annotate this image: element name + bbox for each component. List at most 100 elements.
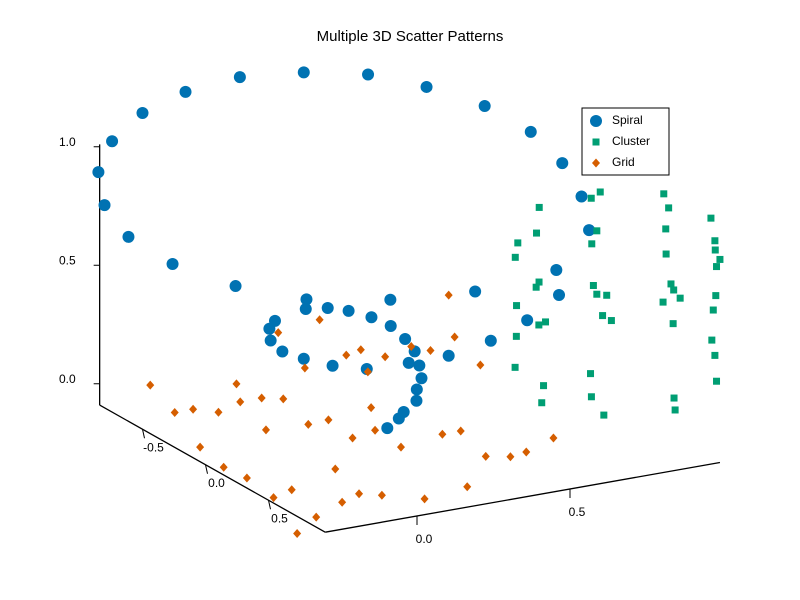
point [593, 227, 601, 235]
point [338, 497, 347, 507]
point [236, 397, 245, 407]
point [535, 278, 543, 286]
point [670, 394, 678, 402]
point [196, 442, 205, 452]
point [384, 320, 397, 333]
point [538, 399, 546, 407]
point [540, 382, 548, 390]
point [596, 188, 604, 196]
point [476, 360, 485, 370]
point [713, 263, 721, 271]
tick-label: 0.5 [569, 505, 586, 519]
point [659, 298, 667, 306]
point [438, 429, 447, 439]
point [402, 356, 415, 369]
point [665, 204, 673, 212]
tick-label: 0.5 [59, 253, 76, 267]
point [229, 280, 242, 293]
point [549, 433, 558, 443]
point [589, 282, 597, 289]
point [106, 135, 119, 148]
point [669, 320, 677, 328]
point [122, 230, 135, 243]
point [593, 290, 601, 298]
tick-mark [268, 500, 271, 510]
point [711, 351, 719, 359]
point [603, 291, 611, 299]
tick-mark [142, 429, 145, 439]
point [312, 512, 321, 522]
point [481, 451, 490, 461]
point [384, 293, 397, 306]
point [671, 406, 679, 414]
point [522, 447, 531, 457]
point [232, 379, 241, 389]
point [550, 263, 563, 276]
point [179, 85, 192, 98]
point [362, 68, 375, 81]
point [575, 190, 588, 203]
point [660, 190, 668, 198]
point [708, 336, 716, 344]
point [521, 314, 534, 327]
point [300, 363, 309, 373]
point [662, 250, 670, 258]
point [276, 345, 289, 358]
point [444, 290, 453, 300]
point [535, 203, 543, 211]
point [456, 426, 465, 436]
point [512, 332, 520, 340]
point [506, 452, 515, 462]
point [355, 489, 364, 499]
point [356, 345, 365, 355]
point [274, 328, 283, 338]
point [712, 292, 720, 300]
tick-label: 0.5 [271, 511, 288, 525]
point [136, 106, 149, 119]
point [342, 304, 355, 317]
point [511, 253, 519, 261]
tick-mark [205, 464, 208, 474]
point [667, 280, 675, 288]
point [450, 332, 459, 342]
point [713, 377, 721, 385]
point [553, 288, 566, 301]
point [304, 419, 313, 429]
point [381, 422, 394, 435]
point [420, 494, 429, 504]
legend-marker [592, 158, 600, 168]
point [261, 425, 270, 435]
point [662, 225, 670, 233]
point [532, 283, 540, 291]
point [287, 485, 296, 495]
point [463, 482, 472, 492]
point [367, 403, 376, 413]
point [219, 462, 228, 472]
point [269, 493, 278, 503]
point [484, 334, 497, 347]
tick-label: 0.0 [416, 532, 433, 546]
point [533, 229, 541, 237]
point [331, 464, 340, 474]
point [297, 66, 310, 79]
point [257, 393, 266, 403]
point [342, 350, 351, 360]
point [513, 302, 521, 310]
point [676, 294, 684, 302]
point [166, 258, 179, 271]
point [716, 255, 724, 263]
point [542, 318, 550, 326]
point [413, 359, 426, 372]
point [233, 71, 246, 84]
point [711, 237, 719, 245]
point [264, 334, 277, 347]
legend-label: Grid [612, 155, 635, 169]
point [587, 370, 595, 378]
legend-label: Cluster [612, 134, 650, 148]
tick-label: 0.0 [208, 476, 225, 490]
point [583, 224, 596, 237]
point [214, 407, 223, 417]
point [326, 359, 339, 372]
